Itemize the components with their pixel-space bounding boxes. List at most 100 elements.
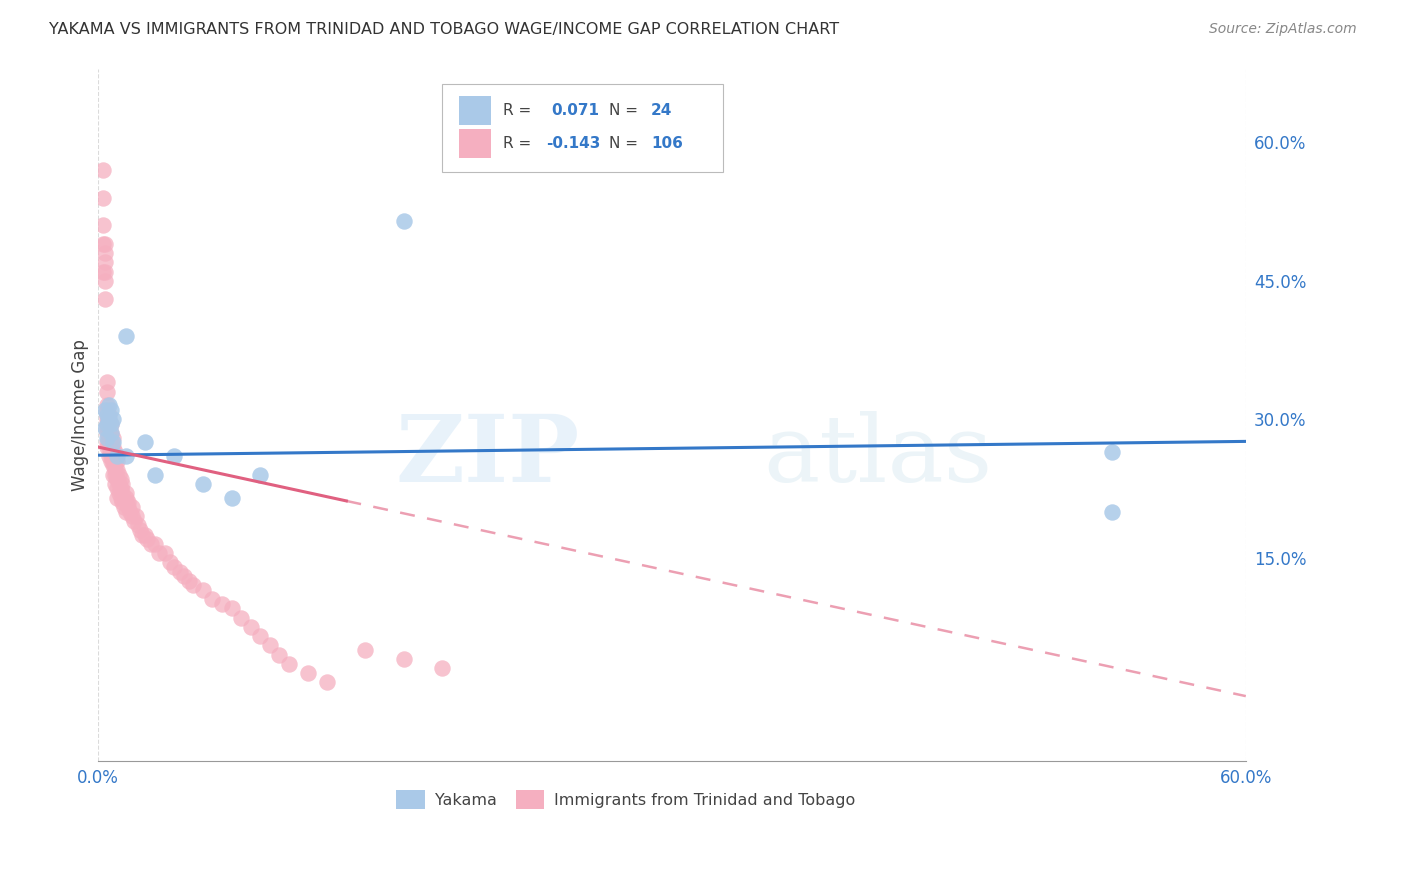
- Point: [143, 537, 166, 551]
- Point: [392, 652, 415, 666]
- Point: [354, 643, 377, 657]
- Point: [249, 629, 271, 643]
- Point: [143, 467, 166, 482]
- Point: [191, 476, 214, 491]
- Point: [91, 264, 114, 278]
- Point: [96, 417, 118, 431]
- Point: [98, 408, 121, 422]
- Point: [316, 675, 339, 690]
- Point: [100, 449, 122, 463]
- Text: N =: N =: [609, 103, 637, 118]
- Point: [96, 435, 118, 450]
- Point: [249, 467, 271, 482]
- Point: [96, 440, 118, 454]
- Point: [101, 431, 124, 445]
- Point: [96, 421, 118, 435]
- Point: [111, 486, 134, 500]
- Point: [131, 527, 153, 541]
- Point: [96, 408, 118, 422]
- Point: [91, 219, 114, 233]
- Point: [94, 255, 117, 269]
- Point: [100, 426, 122, 441]
- Point: [96, 384, 118, 399]
- Point: [111, 495, 134, 509]
- Point: [96, 398, 118, 412]
- Point: [96, 417, 118, 431]
- Point: [100, 426, 122, 441]
- Legend: Yakama, Immigrants from Trinidad and Tobago: Yakama, Immigrants from Trinidad and Tob…: [389, 784, 862, 815]
- Text: 24: 24: [651, 103, 672, 118]
- Point: [100, 444, 122, 458]
- Point: [100, 440, 122, 454]
- Point: [110, 482, 132, 496]
- Point: [105, 463, 128, 477]
- Text: atlas: atlas: [763, 411, 993, 501]
- Point: [94, 292, 117, 306]
- Point: [117, 495, 139, 509]
- Text: R =: R =: [503, 103, 531, 118]
- Point: [121, 509, 143, 524]
- Point: [104, 476, 127, 491]
- Point: [201, 592, 224, 607]
- Point: [259, 639, 281, 653]
- Point: [211, 597, 233, 611]
- Point: [96, 403, 118, 417]
- Point: [153, 546, 176, 560]
- Point: [115, 329, 138, 343]
- Point: [98, 449, 121, 463]
- FancyBboxPatch shape: [460, 128, 492, 158]
- Point: [134, 527, 156, 541]
- Point: [159, 555, 181, 569]
- Point: [96, 431, 118, 445]
- Point: [221, 601, 243, 615]
- Point: [98, 440, 121, 454]
- Text: ZIP: ZIP: [395, 411, 579, 501]
- Point: [107, 467, 129, 482]
- Point: [115, 486, 138, 500]
- Point: [101, 440, 124, 454]
- Y-axis label: Wage/Income Gap: Wage/Income Gap: [72, 339, 89, 491]
- Text: 106: 106: [651, 136, 683, 151]
- Text: YAKAMA VS IMMIGRANTS FROM TRINIDAD AND TOBAGO WAGE/INCOME GAP CORRELATION CHART: YAKAMA VS IMMIGRANTS FROM TRINIDAD AND T…: [49, 22, 839, 37]
- Point: [107, 476, 129, 491]
- Point: [96, 426, 118, 441]
- Text: -0.143: -0.143: [547, 136, 600, 151]
- Point: [179, 574, 201, 588]
- Point: [94, 236, 117, 251]
- Point: [104, 467, 127, 482]
- FancyBboxPatch shape: [441, 84, 723, 172]
- Point: [110, 472, 132, 486]
- Point: [117, 500, 139, 514]
- Point: [101, 458, 124, 473]
- Point: [297, 666, 319, 681]
- Point: [101, 449, 124, 463]
- Point: [115, 495, 138, 509]
- Point: [128, 523, 150, 537]
- Point: [107, 486, 129, 500]
- Point: [104, 444, 127, 458]
- Point: [1101, 504, 1123, 518]
- Point: [94, 246, 117, 260]
- FancyBboxPatch shape: [460, 95, 492, 125]
- Point: [1101, 444, 1123, 458]
- Point: [98, 435, 121, 450]
- Point: [100, 417, 122, 431]
- Point: [101, 444, 124, 458]
- Point: [105, 491, 128, 505]
- Point: [96, 376, 118, 390]
- Point: [115, 504, 138, 518]
- Point: [169, 565, 191, 579]
- Point: [98, 426, 121, 441]
- Point: [229, 610, 252, 624]
- Point: [100, 417, 122, 431]
- Point: [105, 449, 128, 463]
- Point: [173, 569, 195, 583]
- Point: [111, 476, 134, 491]
- Point: [98, 412, 121, 426]
- Point: [430, 661, 453, 675]
- Point: [122, 514, 145, 528]
- Point: [127, 518, 149, 533]
- Point: [134, 435, 156, 450]
- Point: [98, 417, 121, 431]
- Point: [181, 578, 204, 592]
